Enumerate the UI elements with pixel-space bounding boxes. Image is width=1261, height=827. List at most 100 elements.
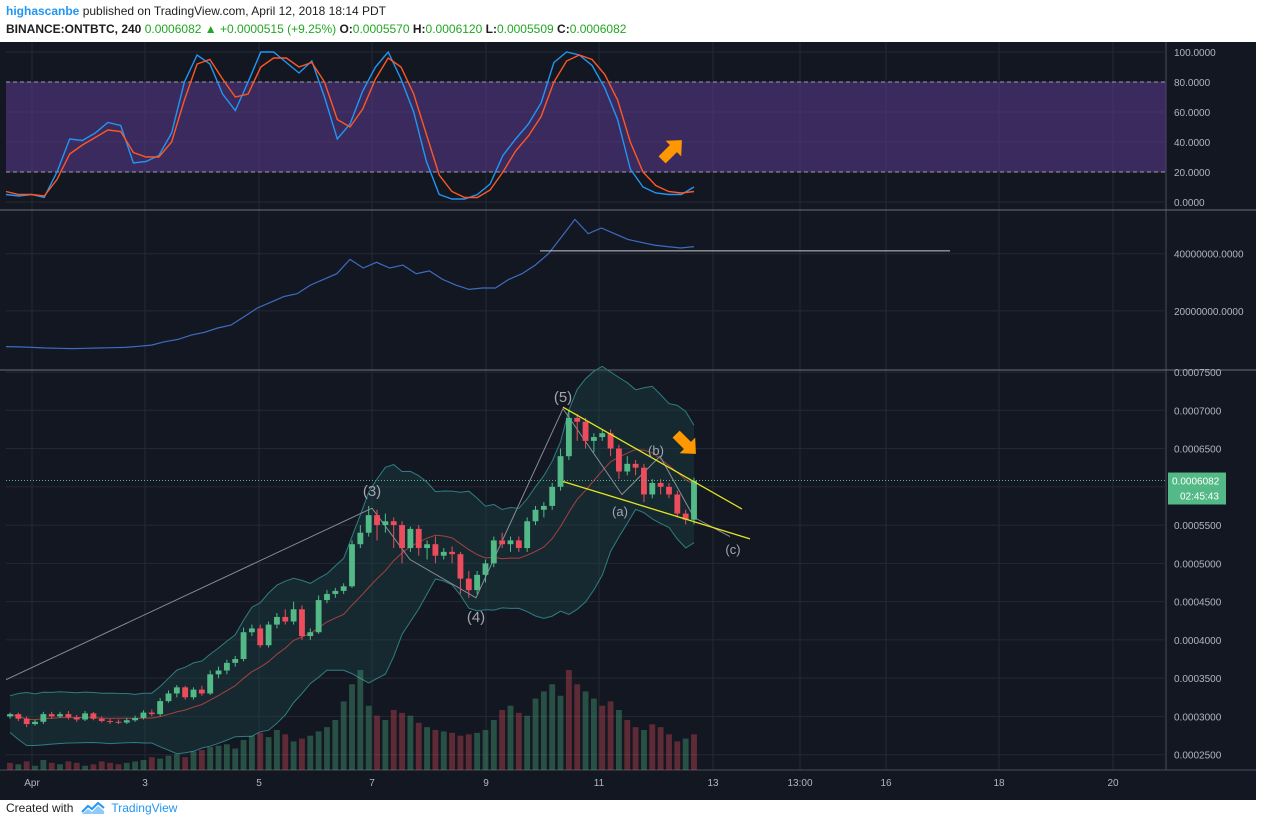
volume-bar bbox=[207, 747, 214, 770]
candle-body bbox=[582, 421, 589, 441]
candle-body bbox=[599, 433, 606, 438]
orange-arrow-icon bbox=[658, 140, 682, 164]
volume-bar bbox=[232, 748, 239, 770]
volume-bar bbox=[148, 757, 155, 770]
x-tick-label: Apr bbox=[24, 778, 40, 789]
volume-bar bbox=[165, 755, 172, 770]
volume-bar bbox=[582, 691, 589, 770]
volume-bar bbox=[382, 720, 389, 770]
stoch-y-tick: 40.0000 bbox=[1174, 138, 1211, 149]
volume-bar bbox=[340, 701, 347, 770]
candle-body bbox=[23, 718, 30, 725]
candle-body bbox=[223, 662, 230, 671]
publish-info: highascanbe published on TradingView.com… bbox=[6, 4, 386, 18]
tradingview-logo-icon[interactable] bbox=[81, 801, 106, 815]
x-tick-label: 9 bbox=[483, 778, 489, 789]
chart-svg[interactable]: Apr 3 5 7 9 11 13 13:00 16 18 20 100.0000 80.0000 60.… bbox=[0, 42, 1256, 800]
x-tick-label: 3 bbox=[142, 778, 148, 789]
volume-bar bbox=[641, 730, 647, 770]
stoch-y-tick: 20.0000 bbox=[1174, 168, 1211, 179]
volume-bar bbox=[157, 758, 164, 770]
volume-bar bbox=[649, 724, 656, 770]
candle-body bbox=[65, 714, 72, 718]
obv-line bbox=[5, 218, 695, 350]
volume-bar bbox=[465, 734, 472, 770]
volume-bar bbox=[390, 710, 397, 770]
candle-body bbox=[465, 578, 472, 591]
volume-bar bbox=[657, 727, 664, 770]
volume-bar bbox=[490, 720, 497, 770]
volume-bar bbox=[590, 698, 597, 770]
price-change: +0.0000515 (+9.25%) bbox=[220, 22, 337, 36]
volume-bar bbox=[182, 757, 189, 770]
volume-bar bbox=[290, 741, 297, 770]
candle-body bbox=[15, 714, 22, 719]
volume-bar bbox=[65, 761, 72, 770]
tradingview-link[interactable]: TradingView bbox=[111, 801, 178, 815]
candle-body bbox=[407, 528, 414, 549]
candle-body bbox=[624, 463, 631, 472]
candle-body bbox=[140, 712, 147, 718]
price-y-tick: 0.0004500 bbox=[1174, 598, 1222, 609]
upper-trendline bbox=[562, 406, 743, 510]
volume-bar bbox=[557, 695, 564, 770]
volume-bar bbox=[432, 730, 439, 770]
candle-body bbox=[132, 717, 139, 721]
volume-bar bbox=[457, 735, 464, 770]
volume-bar bbox=[223, 744, 230, 770]
volume-bar bbox=[7, 762, 13, 770]
candle-body bbox=[115, 721, 122, 723]
volume-bar bbox=[499, 710, 506, 770]
candle-body bbox=[490, 540, 497, 564]
volume-bar bbox=[98, 761, 105, 770]
candle-body bbox=[182, 687, 189, 698]
volume-bar bbox=[332, 720, 339, 770]
last-price-label: 0.0006082 bbox=[1172, 477, 1220, 488]
candle-body bbox=[357, 532, 364, 545]
candle-body bbox=[607, 433, 614, 449]
volume-bar bbox=[374, 715, 380, 770]
x-tick-label: 20 bbox=[1107, 778, 1119, 789]
candle-body bbox=[449, 551, 456, 555]
bollinger-lower bbox=[9, 508, 695, 755]
candle-body bbox=[590, 437, 597, 441]
close-value: 0.0006082 bbox=[569, 22, 627, 36]
candle-body bbox=[482, 563, 489, 575]
candle-body bbox=[165, 693, 172, 702]
price-y-tick: 0.0006500 bbox=[1174, 445, 1222, 456]
symbol-label: BINANCE:ONTBTC, 240 bbox=[6, 22, 142, 36]
candle-body bbox=[540, 505, 547, 510]
volume-bar bbox=[624, 720, 631, 770]
x-tick-label: 5 bbox=[256, 778, 262, 789]
stoch-y-tick: 100.0000 bbox=[1174, 48, 1216, 59]
volume-bar bbox=[140, 760, 147, 770]
candle-body bbox=[232, 659, 239, 663]
volume-bar bbox=[399, 712, 405, 770]
volume-bar bbox=[40, 760, 47, 770]
candle-body bbox=[390, 521, 397, 526]
candle-body bbox=[107, 721, 114, 723]
candle-body bbox=[82, 713, 88, 720]
volume-bar bbox=[324, 727, 330, 770]
wave-label: (c) bbox=[725, 542, 740, 557]
x-tick-label: 7 bbox=[369, 778, 375, 789]
candle-body bbox=[340, 586, 347, 591]
candle-body bbox=[641, 467, 647, 495]
volume-bar bbox=[299, 738, 305, 770]
candle-body bbox=[215, 670, 222, 675]
volume-bar bbox=[132, 761, 139, 770]
author-link[interactable]: highascanbe bbox=[6, 4, 80, 18]
candle-body bbox=[666, 486, 672, 495]
volume-bar bbox=[691, 734, 697, 770]
volume-bar bbox=[265, 737, 272, 770]
volume-bar bbox=[616, 710, 622, 770]
wave-label: (3) bbox=[363, 483, 381, 500]
stoch-d-line bbox=[5, 54, 695, 199]
chart-area[interactable]: Apr 3 5 7 9 11 13 13:00 16 18 20 100.0000 80.0000 60.… bbox=[0, 42, 1256, 800]
created-with-label: Created with bbox=[6, 801, 74, 815]
candle-body bbox=[123, 720, 130, 723]
x-tick-label: 13 bbox=[707, 778, 719, 789]
volume-bar bbox=[190, 751, 197, 770]
volume-bar bbox=[257, 732, 264, 770]
candle-body bbox=[474, 574, 481, 591]
